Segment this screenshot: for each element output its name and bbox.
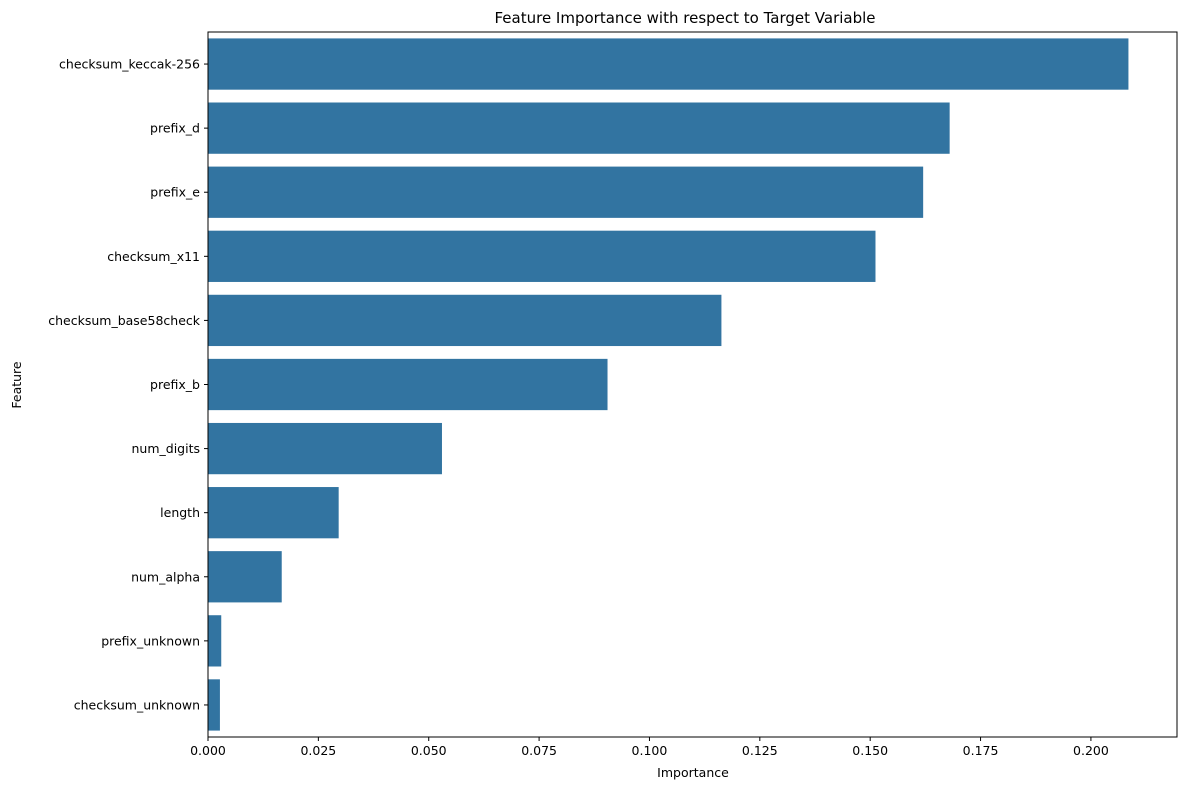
- bar-prefix_d: [208, 102, 950, 154]
- y-axis-ticks: checksum_keccak-256 prefix_d prefix_echeck…: [48, 57, 208, 712]
- bar-num_digits: [208, 422, 442, 475]
- x-axis-ticks: 0.000 0.025 0.050 0.075 0.100 0.125 0.150 0.175…: [190, 737, 1109, 758]
- bar-checksum_base58check: [208, 294, 722, 347]
- x-tick-label: 0.050: [411, 743, 447, 758]
- bar-prefix_unknown: [208, 615, 222, 667]
- y-tick-label: prefix_b: [150, 377, 200, 392]
- y-tick-label: num_digits: [132, 441, 201, 456]
- bar-prefix_b: [208, 358, 608, 411]
- y-tick-label: checksum_base58check: [48, 313, 201, 328]
- bar-prefix_e: [208, 166, 924, 218]
- x-tick-label: 0.125: [742, 743, 778, 758]
- y-tick-label: prefix_unknown: [101, 633, 200, 648]
- x-tick-label: 0.200: [1073, 743, 1109, 758]
- y-tick-label: checksum_x11: [107, 249, 200, 264]
- bar-checksum_unknown: [208, 679, 220, 731]
- y-tick-label: checksum_keccak-256: [59, 57, 200, 72]
- plot-frame: [207, 31, 1178, 738]
- y-tick-label: prefix_d: [150, 121, 200, 136]
- y-tick-label: prefix_e: [150, 185, 200, 200]
- x-tick-label: 0.025: [300, 743, 336, 758]
- y-tick-label: checksum_unknown: [74, 697, 200, 712]
- bar-checksum_x11: [208, 230, 876, 282]
- x-tick-label: 0.000: [190, 743, 226, 758]
- x-tick-label: 0.150: [852, 743, 888, 758]
- y-axis-title: Feature: [9, 361, 24, 409]
- bars-layer: [208, 38, 1129, 731]
- x-tick-label: 0.075: [521, 743, 557, 758]
- x-tick-label: 0.175: [963, 743, 999, 758]
- y-tick-label: length: [160, 505, 200, 520]
- chart-title: Feature Importance with respect to Targe…: [494, 9, 875, 27]
- x-tick-label: 0.100: [632, 743, 668, 758]
- bar-length: [208, 487, 339, 539]
- x-axis-title: Importance: [657, 765, 729, 780]
- y-tick-label: num_alpha: [131, 569, 200, 584]
- bar-checksum_keccak-256: [208, 38, 1129, 90]
- bar-num_alpha: [208, 551, 282, 603]
